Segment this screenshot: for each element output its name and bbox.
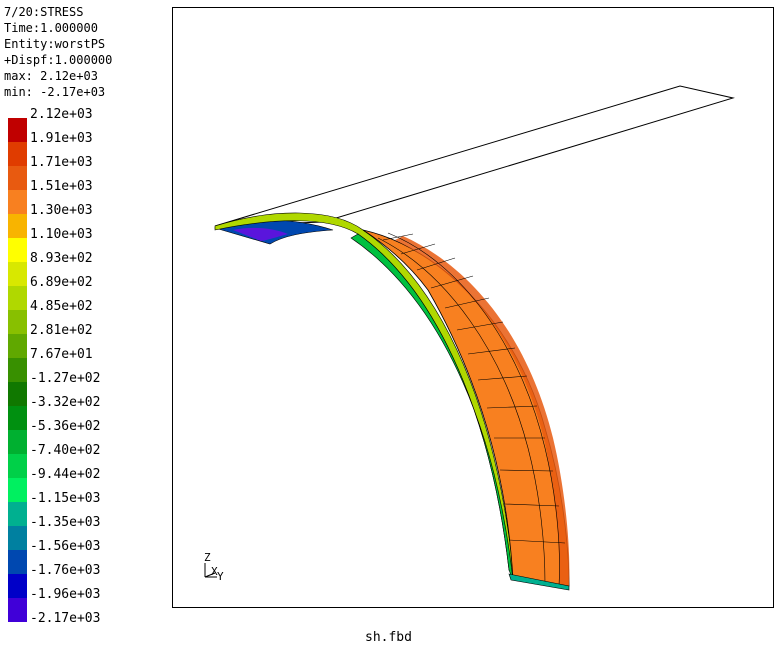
legend-entry: 7.67e+01 bbox=[8, 347, 148, 382]
max-label: max: 2.12e+03 bbox=[4, 69, 98, 83]
shell-end-cap bbox=[508, 573, 570, 591]
legend-label: 2.12e+03 bbox=[30, 107, 93, 122]
color-legend: 2.12e+03 1.91e+03 1.71e+03 1.51e+03 1.30e+03… bbox=[8, 107, 148, 635]
legend-swatch bbox=[8, 478, 27, 502]
legend-label: 1.91e+03 bbox=[30, 131, 93, 146]
legend-swatch bbox=[8, 118, 27, 142]
legend-entry: -2.17e+03 bbox=[8, 611, 148, 635]
legend-entry: -1.27e+02 bbox=[8, 371, 148, 406]
legend-entry: 6.89e+02 bbox=[8, 275, 148, 310]
legend-swatch bbox=[8, 550, 27, 574]
legend-entry: 4.85e+02 bbox=[8, 299, 148, 334]
entity-label: Entity:worstPS bbox=[4, 37, 106, 51]
legend-swatch bbox=[8, 406, 27, 430]
legend-label: -7.40e+02 bbox=[30, 443, 101, 458]
legend-swatch bbox=[8, 214, 27, 238]
legend-swatch bbox=[8, 430, 27, 454]
graphics-viewport[interactable] bbox=[172, 7, 774, 608]
legend-label: -5.36e+02 bbox=[30, 419, 101, 434]
legend-swatch bbox=[8, 526, 27, 550]
legend-label: 1.10e+03 bbox=[30, 227, 93, 242]
legend-swatch bbox=[8, 358, 27, 382]
legend-label: 7.67e+01 bbox=[30, 347, 93, 362]
legend-swatch bbox=[8, 142, 27, 166]
legend-entry: -1.35e+03 bbox=[8, 515, 148, 550]
legend-label: -1.27e+02 bbox=[30, 371, 101, 386]
legend-entry: 2.12e+03 bbox=[8, 107, 148, 142]
legend-entry: -5.36e+02 bbox=[8, 419, 148, 454]
legend-label: -9.44e+02 bbox=[30, 467, 101, 482]
legend-swatch bbox=[8, 190, 27, 214]
legend-label: -1.96e+03 bbox=[30, 587, 101, 602]
legend-entry: -1.15e+03 bbox=[8, 491, 148, 526]
legend-entry: -1.76e+03 bbox=[8, 563, 148, 598]
legend-label: -3.32e+02 bbox=[30, 395, 101, 410]
legend-entry: -3.32e+02 bbox=[8, 395, 148, 430]
time-label: Time:1.000000 bbox=[4, 21, 98, 35]
legend-label: -1.76e+03 bbox=[30, 563, 101, 578]
filename-label: sh.fbd bbox=[365, 630, 412, 645]
undeformed-outline bbox=[214, 85, 735, 227]
legend-swatch bbox=[8, 454, 27, 478]
legend-swatch bbox=[8, 166, 27, 190]
mesh-lines bbox=[377, 232, 566, 587]
triad-z-label: Z bbox=[204, 551, 211, 564]
shell-underside-violet bbox=[233, 227, 288, 241]
legend-label: 6.89e+02 bbox=[30, 275, 93, 290]
legend-label: 4.85e+02 bbox=[30, 299, 93, 314]
legend-label: 1.30e+03 bbox=[30, 203, 93, 218]
result-info-block: 7/20:STRESS Time:1.000000 Entity:worstPS… bbox=[4, 4, 112, 100]
min-label: min: -2.17e+03 bbox=[4, 85, 106, 99]
model-render bbox=[214, 85, 735, 591]
legend-entry: 8.93e+02 bbox=[8, 251, 148, 286]
legend-entry: -1.96e+03 bbox=[8, 587, 148, 622]
shell-outer-edge bbox=[395, 236, 570, 586]
legend-label: 8.93e+02 bbox=[30, 251, 93, 266]
legend-label: 2.81e+02 bbox=[30, 323, 93, 338]
shell-top-band bbox=[214, 212, 514, 571]
legend-swatch bbox=[8, 334, 27, 358]
legend-swatch bbox=[8, 382, 27, 406]
legend-entry: -9.44e+02 bbox=[8, 467, 148, 502]
legend-entry: 2.81e+02 bbox=[8, 323, 148, 358]
legend-label: -1.35e+03 bbox=[30, 515, 101, 530]
triad-x-label: X bbox=[211, 565, 218, 578]
legend-label: 1.71e+03 bbox=[30, 155, 93, 170]
legend-entry: 1.10e+03 bbox=[8, 227, 148, 262]
legend-swatch bbox=[8, 238, 27, 262]
legend-entry: -7.40e+02 bbox=[8, 443, 148, 478]
legend-swatch bbox=[8, 598, 27, 622]
legend-swatch bbox=[8, 310, 27, 334]
legend-entry: 1.30e+03 bbox=[8, 203, 148, 238]
legend-entry: 1.51e+03 bbox=[8, 179, 148, 214]
step-label: 7/20:STRESS bbox=[4, 5, 84, 19]
legend-entry: 1.71e+03 bbox=[8, 155, 148, 190]
dispf-label: +Dispf:1.000000 bbox=[4, 53, 113, 67]
legend-swatch bbox=[8, 574, 27, 598]
legend-label: -1.15e+03 bbox=[30, 491, 101, 506]
legend-entry: 1.91e+03 bbox=[8, 131, 148, 166]
legend-swatch bbox=[8, 262, 27, 286]
legend-label: -2.17e+03 bbox=[30, 611, 101, 626]
legend-swatch bbox=[8, 502, 27, 526]
legend-swatch bbox=[8, 286, 27, 310]
triad-y-label: Y bbox=[217, 570, 224, 583]
legend-entry: -1.56e+03 bbox=[8, 539, 148, 574]
legend-label: -1.56e+03 bbox=[30, 539, 101, 554]
legend-label: 1.51e+03 bbox=[30, 179, 93, 194]
